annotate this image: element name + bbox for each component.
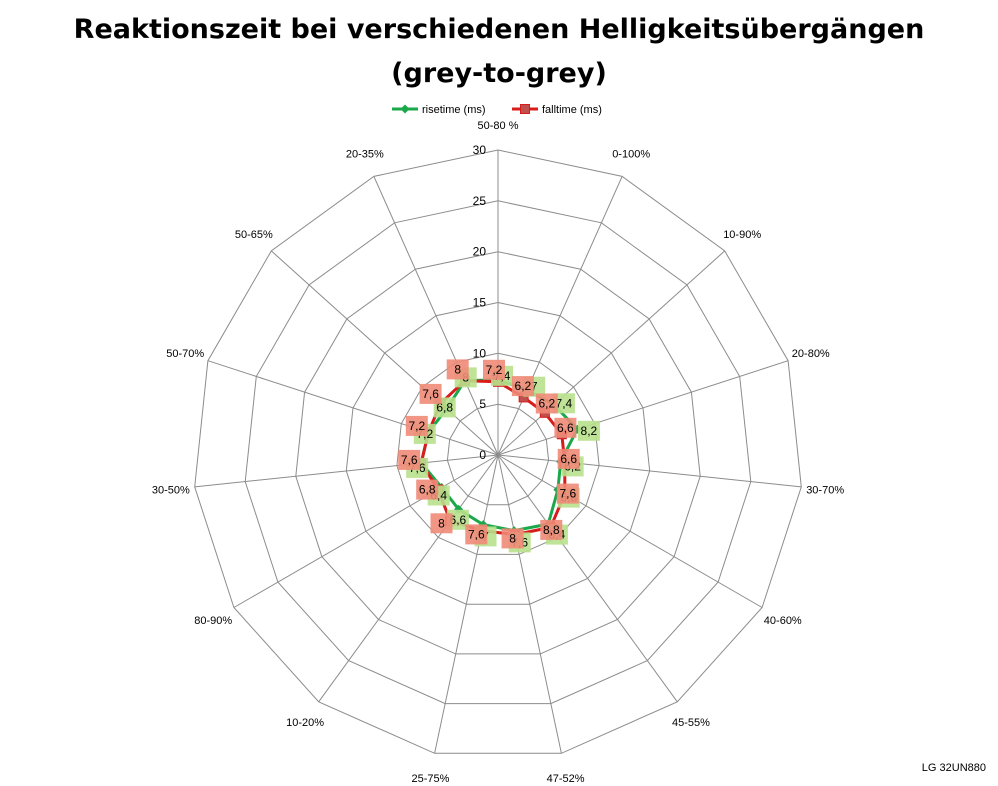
data-label: 8,2 — [581, 424, 598, 438]
data-label-box — [398, 449, 421, 470]
data-label-box — [419, 383, 442, 404]
chart-title: Reaktionszeit bei verschiedenen Helligke… — [0, 8, 998, 96]
data-label-box — [577, 420, 600, 441]
data-label-box — [552, 393, 575, 414]
category-label: 80-90% — [194, 615, 232, 627]
data-label-box — [430, 513, 453, 534]
data-label-box — [556, 483, 579, 504]
data-label: 6,2 — [515, 379, 532, 393]
chart-title-line2: (grey-to-grey) — [391, 58, 607, 89]
data-label: 6,6 — [557, 421, 574, 435]
radial-tick-label: 30 — [473, 143, 487, 157]
category-label: 50-70% — [166, 348, 204, 360]
data-label: 8 — [438, 516, 445, 530]
radial-tick-label: 0 — [479, 448, 486, 462]
grid-ring — [295, 251, 701, 655]
category-label: 30-50% — [152, 485, 190, 497]
data-label: 7 — [531, 380, 538, 394]
grid-ring — [446, 403, 550, 506]
data-label-box — [557, 448, 580, 469]
radial-tick-label: 10 — [473, 346, 487, 360]
category-label: 10-90% — [723, 229, 761, 241]
data-label-box — [511, 376, 534, 397]
data-label: 7,6 — [422, 387, 439, 401]
category-label: 25-75% — [411, 773, 449, 785]
data-label: 7,2 — [486, 363, 503, 377]
radial-tick-label: 15 — [473, 296, 487, 310]
grid-spoke — [318, 454, 499, 703]
legend-marker — [400, 104, 410, 114]
grid-spoke — [207, 360, 499, 456]
data-label-box — [540, 519, 563, 540]
category-label: 50-65% — [235, 229, 273, 241]
category-label: 20-80% — [792, 348, 830, 360]
grid-ring — [244, 200, 752, 705]
data-label-box — [446, 359, 469, 380]
data-label: 8 — [509, 531, 516, 545]
legend-label: risetime (ms) — [422, 104, 486, 116]
data-label-box — [405, 415, 428, 436]
data-label: 8 — [454, 362, 461, 376]
grid-ring — [194, 149, 802, 754]
grid-spoke — [497, 360, 789, 456]
grid-spoke — [497, 454, 802, 488]
legend-label: falltime (ms) — [542, 104, 602, 116]
data-label: 6,6 — [450, 513, 467, 527]
category-label: 50-80 % — [478, 120, 519, 132]
category-label: 45-55% — [672, 717, 710, 729]
radar-grid — [194, 149, 802, 754]
category-label: 20-35% — [346, 149, 384, 161]
data-label-box — [501, 528, 524, 549]
data-label-box — [465, 524, 488, 545]
model-watermark: LG 32UN880 — [921, 762, 986, 774]
category-label: 30-70% — [806, 485, 844, 497]
series-line — [419, 379, 567, 537]
category-label: 40-60% — [764, 615, 802, 627]
grid-spoke — [497, 176, 623, 456]
data-label: 7,6 — [468, 527, 485, 541]
data-label-box — [416, 479, 439, 500]
radial-tick-label: 25 — [473, 194, 487, 208]
data-label: 8,8 — [543, 523, 560, 537]
grid-ring — [396, 352, 600, 555]
grid-spoke — [233, 454, 499, 608]
grid-spoke — [194, 454, 499, 488]
data-label: 7,4 — [556, 396, 573, 410]
grid-spoke — [270, 250, 499, 456]
category-label: 0-100% — [612, 149, 650, 161]
data-label: 7,6 — [401, 453, 418, 467]
category-label: 10-20% — [286, 717, 324, 729]
data-label: 6,2 — [538, 397, 555, 411]
data-label-box — [483, 359, 505, 380]
legend-marker — [520, 104, 530, 114]
data-label: 7,2 — [408, 419, 425, 433]
chart-title-line1: Reaktionszeit bei verschiedenen Helligke… — [73, 14, 925, 45]
radial-tick-label: 20 — [473, 245, 487, 259]
grid-spoke — [373, 176, 499, 456]
data-label: 6,6 — [560, 452, 577, 466]
grid-spoke — [497, 454, 562, 754]
grid-ring — [345, 301, 651, 605]
data-label: 6,8 — [419, 483, 436, 497]
grid-spoke — [434, 454, 499, 754]
grid-spoke — [497, 250, 726, 456]
data-label-box — [535, 393, 558, 414]
data-labels-falltime: 7,26,26,26,66,67,68,887,686,87,67,27,68 — [398, 359, 580, 549]
category-label: 47-52% — [547, 773, 585, 785]
grid-spoke — [497, 454, 678, 703]
radial-tick-label: 5 — [479, 397, 486, 411]
data-label: 7,6 — [559, 487, 576, 501]
grid-spoke — [497, 454, 763, 608]
legend: risetime (ms) falltime (ms) — [392, 104, 602, 116]
data-label-box — [554, 417, 577, 438]
series-line — [419, 378, 579, 533]
